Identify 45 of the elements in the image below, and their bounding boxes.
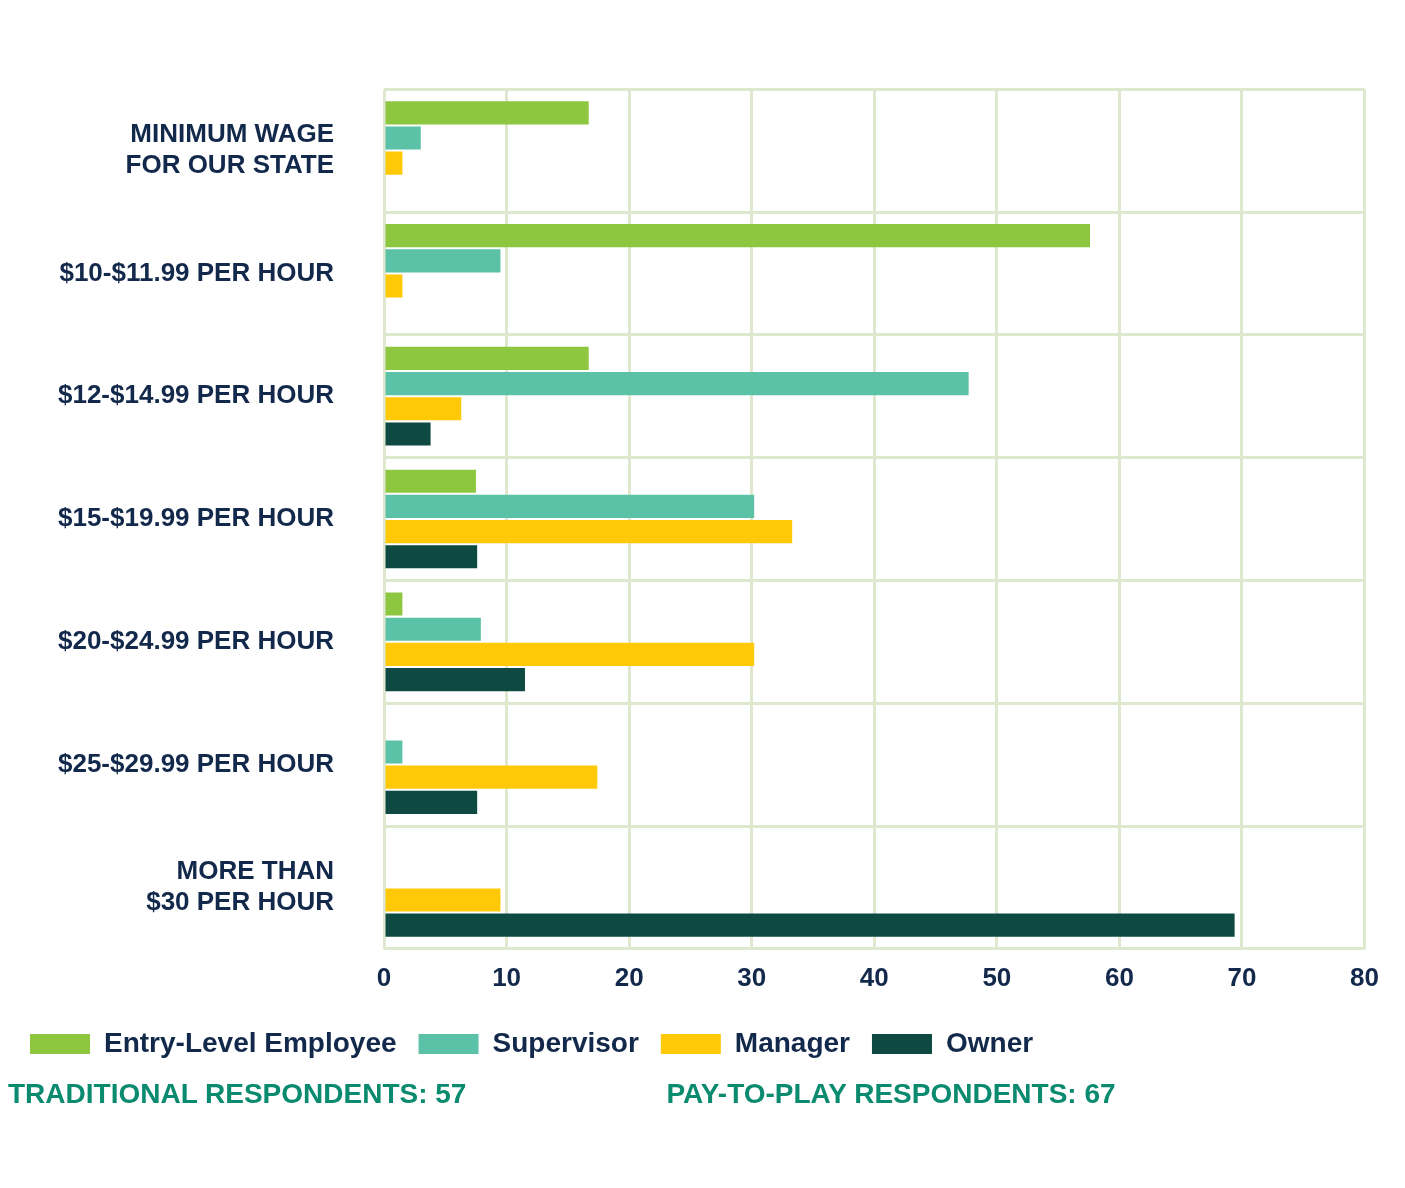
bar bbox=[385, 520, 793, 544]
y-tick-label: $10-$11.99 PER HOUR bbox=[59, 256, 335, 287]
x-tick-label: 10 bbox=[492, 961, 522, 992]
x-tick-label: 70 bbox=[1227, 961, 1257, 992]
bar bbox=[385, 274, 403, 298]
bar bbox=[385, 346, 589, 371]
bar bbox=[385, 617, 481, 641]
legend-label: Entry-Level Employee bbox=[104, 1026, 397, 1058]
bar bbox=[385, 422, 431, 446]
x-tick-label: 60 bbox=[1104, 961, 1134, 992]
text: TRADITIONAL RESPONDENTS: 57 bbox=[8, 1078, 467, 1110]
bar bbox=[385, 545, 478, 569]
x-tick-label: 20 bbox=[614, 961, 644, 992]
x-tick-label: 0 bbox=[376, 961, 392, 992]
bar bbox=[385, 224, 1090, 248]
y-tick-label: $25-$29.99 PER HOUR bbox=[57, 747, 335, 778]
legend-label: Manager bbox=[734, 1026, 851, 1058]
x-tick-label: 80 bbox=[1350, 961, 1379, 992]
bar bbox=[385, 151, 403, 175]
y-tick-label: MORE THAN $30 PER HOUR bbox=[146, 854, 335, 917]
x-tick-label: 30 bbox=[737, 961, 767, 992]
x-tick-label: 50 bbox=[982, 961, 1012, 992]
bar bbox=[385, 101, 589, 125]
x-tick-label: 40 bbox=[859, 961, 889, 992]
legend-label: Owner bbox=[945, 1026, 1034, 1058]
bar bbox=[385, 642, 755, 666]
bar bbox=[385, 372, 969, 396]
bar bbox=[385, 397, 462, 421]
bar bbox=[385, 249, 501, 273]
y-tick-label: MINIMUM WAGE FOR OUR STATE bbox=[125, 118, 335, 180]
bar bbox=[385, 740, 403, 764]
bar bbox=[385, 888, 501, 912]
bar bbox=[385, 790, 478, 814]
text: PAY-TO-PLAY RESPONDENTS: 67 bbox=[666, 1078, 1116, 1110]
bar bbox=[385, 126, 421, 150]
bar bbox=[385, 592, 403, 616]
y-tick-label: $12-$14.99 PER HOUR bbox=[57, 379, 335, 410]
bar bbox=[385, 494, 755, 518]
y-tick-label: $20-$24.99 PER HOUR bbox=[57, 624, 335, 655]
bar bbox=[385, 913, 1235, 937]
legend-label: Supervisor bbox=[492, 1026, 639, 1058]
y-tick-label: $15-$19.99 PER HOUR bbox=[57, 502, 335, 533]
bar bbox=[385, 667, 525, 692]
bar bbox=[385, 765, 598, 789]
bar bbox=[385, 469, 476, 493]
